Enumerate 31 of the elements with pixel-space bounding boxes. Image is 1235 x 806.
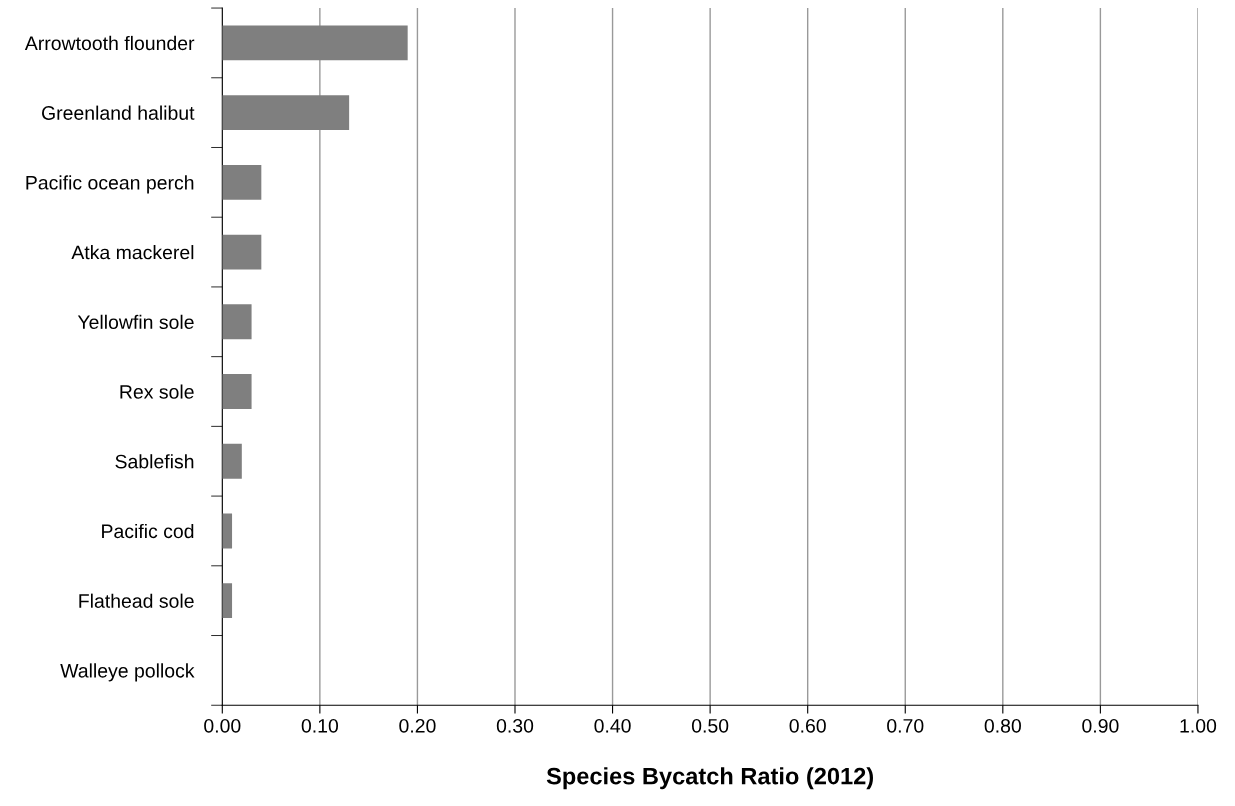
y-tick-label: Greenland halibut [42,105,195,120]
x-tick-label: 0.00 [204,718,241,733]
bar [222,234,262,270]
bar [222,164,262,200]
y-tick-label: Walleye pollock [60,663,195,682]
x-tick-label: 0.70 [887,718,924,733]
y-tick-label: Rex sole [120,384,194,399]
bar [222,95,350,131]
y-tick-label: Yellowfin sole [77,314,194,330]
y-tick-label: Arrowtooth flounder [24,35,195,51]
bar [222,443,242,479]
bar [222,25,408,61]
y-tick-label: Sablefish [115,454,194,469]
x-tick-label: 0.80 [984,718,1021,733]
x-tick-label: 1.00 [1180,718,1217,733]
bar [222,583,233,619]
x-tick-label: 0.90 [1082,718,1119,733]
y-tick-label: Pacific cod [102,523,194,539]
y-tick-label: Flathead sole [79,593,194,608]
x-tick-label: 0.40 [594,718,631,733]
bar [222,304,252,340]
x-tick-label: 0.10 [301,718,339,733]
x-tick-label: 0.60 [789,718,826,733]
x-axis-title: Species Bycatch Ratio (2012) [546,767,873,790]
bar [222,513,233,549]
y-tick-label: Atka mackerel [71,245,194,260]
y-tick-label: Pacific ocean perch [26,175,194,194]
x-tick-label: 0.50 [691,718,729,733]
bar [222,374,252,409]
x-tick-label: 0.30 [496,718,534,733]
x-tick-label: 0.20 [399,718,436,733]
